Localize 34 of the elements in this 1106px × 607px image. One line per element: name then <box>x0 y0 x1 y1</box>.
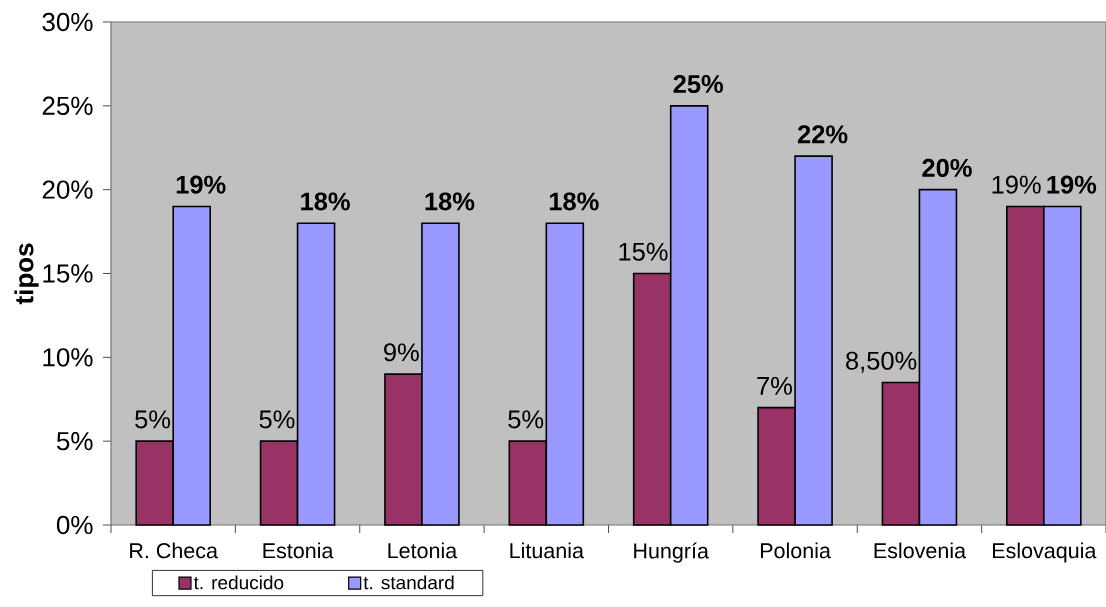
x-tick-label: Hungría <box>634 542 709 563</box>
data-label: 18% <box>301 192 350 211</box>
y-tick-label: 5% <box>56 432 93 451</box>
data-label: 18% <box>549 192 599 211</box>
legend-label: t. reducido <box>193 575 284 590</box>
data-label: 22% <box>797 125 848 144</box>
x-tick-label: Estonia <box>263 542 334 559</box>
x-tick-label: Eslovaquia <box>993 542 1097 563</box>
x-tick-label: Lituania <box>510 542 584 559</box>
data-label: 19% <box>176 175 226 194</box>
y-tick-label: 0% <box>56 515 93 535</box>
legend-label: t. standard <box>363 575 454 590</box>
x-tick-label: Polonia <box>760 542 831 559</box>
x-tick-label: R. Checa <box>130 542 218 559</box>
x-tick-label: Eslovenia <box>874 542 967 559</box>
data-label: 25% <box>673 75 724 94</box>
y-tick-label: 15% <box>43 264 93 283</box>
data-label: 19% <box>992 175 1041 194</box>
data-label: 8,50% <box>846 351 917 373</box>
data-label: 19% <box>1047 175 1097 194</box>
data-label: 9% <box>384 343 419 362</box>
data-label: 18% <box>425 192 475 211</box>
y-tick-label: 10% <box>43 348 93 367</box>
y-tick-label: 20% <box>42 180 93 199</box>
data-label: 7% <box>757 376 792 395</box>
y-tick-label: 25% <box>42 96 93 116</box>
data-label: 5% <box>259 410 295 429</box>
y-axis-title: tipos <box>14 243 39 305</box>
x-tick-label: Letonia <box>388 542 458 559</box>
y-tick-label: 30% <box>42 12 93 32</box>
data-label: 5% <box>508 410 544 429</box>
data-label: 15% <box>619 242 668 261</box>
data-label: 5% <box>135 410 171 429</box>
data-label: 20% <box>922 158 972 177</box>
